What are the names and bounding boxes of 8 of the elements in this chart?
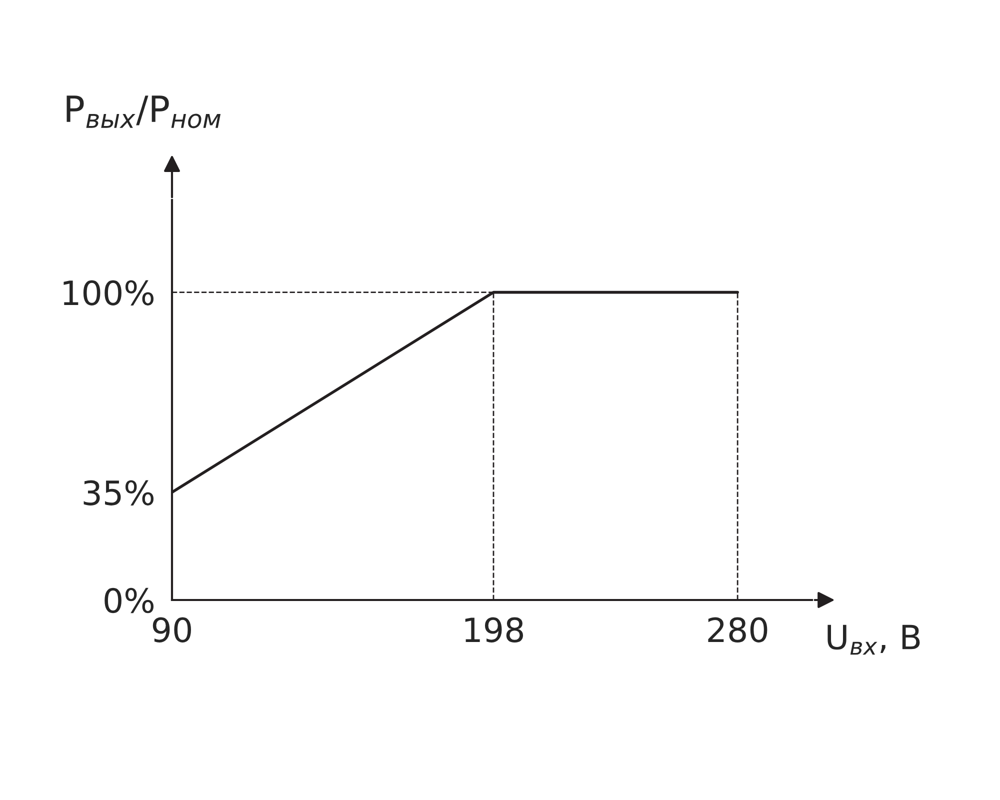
x-axis-title: U$_{вх}$, В [828,624,920,655]
x-tick-label: 198 [465,617,524,642]
x-tick-label: 90 [152,617,191,642]
y-axis-title: P$_{вых}$/P$_{ном}$ [66,96,221,128]
y-tick-label: 0% [104,588,154,614]
y-tick-label: 100% [64,280,154,306]
y-tick-label: 35% [84,480,154,506]
x-tick-label: 280 [708,617,768,642]
